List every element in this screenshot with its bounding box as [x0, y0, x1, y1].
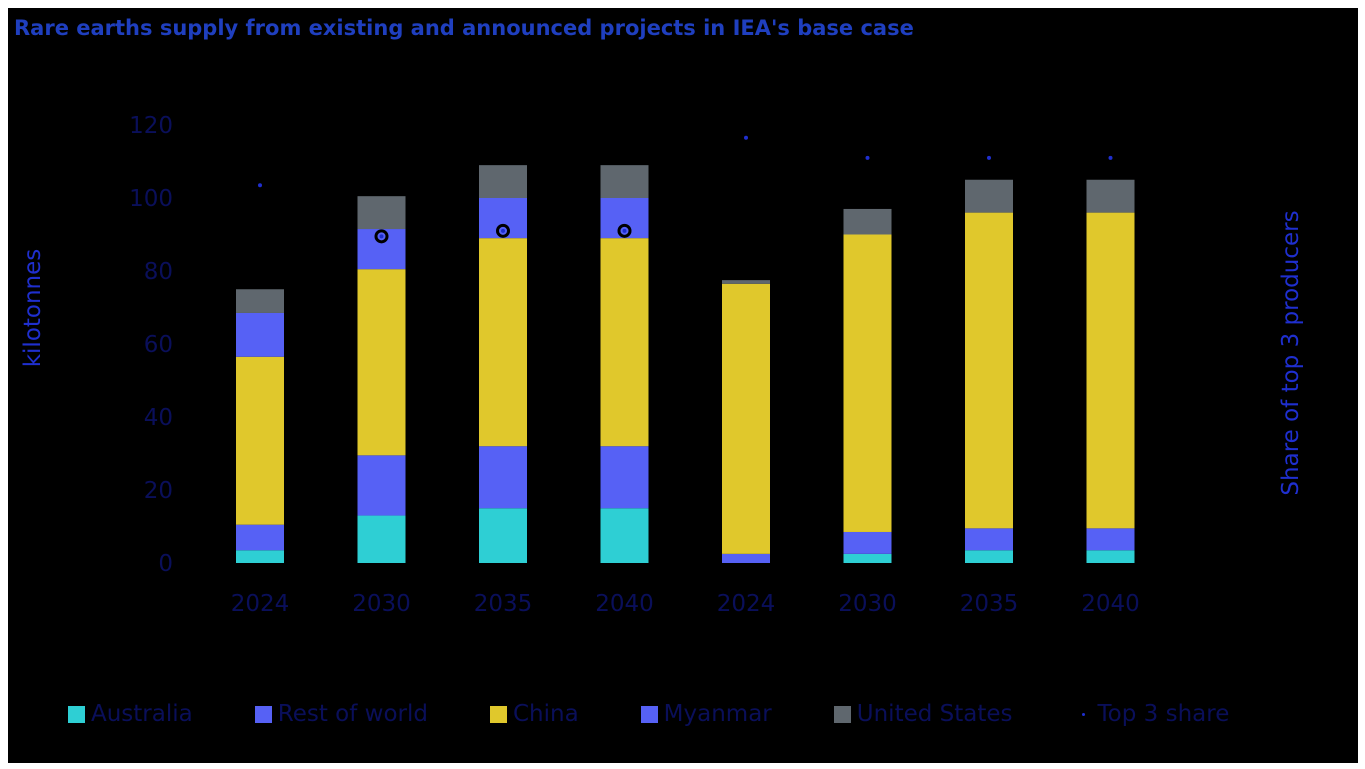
bar-segment-australia — [479, 508, 527, 563]
bar-segment-australia — [236, 550, 284, 563]
bar-segment-china — [1086, 212, 1135, 529]
y-axis-ticks: 0 20 40 60 80 100 120 — [129, 113, 173, 577]
x-axis-ticks: 2024 2030 2035 2040 2024 2030 2035 2040 — [231, 591, 1140, 617]
bar-segment-united-states — [965, 179, 1013, 213]
top3-circle-marker — [496, 223, 510, 238]
y-tick-label: 40 — [144, 405, 173, 431]
legend-item: Australia — [68, 701, 193, 727]
bars — [236, 165, 1135, 563]
y-axis-title: kilotonnes — [20, 249, 46, 368]
x-tick-label: 2030 — [838, 591, 897, 617]
legend-item: United States — [833, 701, 1013, 727]
legend-label: Top 3 share — [1097, 701, 1230, 727]
bar-segment-united-states — [843, 208, 892, 235]
top3-circle-marker — [374, 229, 389, 244]
bar-segment-australia — [600, 508, 649, 563]
x-tick-label: 2024 — [717, 591, 776, 617]
bar-segment-china — [965, 212, 1013, 529]
legend: Australia Rest of world China Myanmar United… — [68, 694, 1291, 734]
bar-segment-rest-of-world — [236, 524, 284, 551]
bar-segment-australia — [1086, 550, 1135, 563]
bar-segment-china — [843, 234, 892, 532]
bar-segment-china — [722, 283, 770, 554]
markers — [258, 135, 1113, 244]
bar-segment-china — [357, 269, 406, 456]
y-tick-label: 0 — [158, 551, 173, 577]
bar-segment-australia — [965, 550, 1013, 563]
bar-segment-rest-of-world — [357, 455, 406, 516]
y-tick-label: 60 — [144, 332, 173, 358]
x-tick-label: 2024 — [231, 591, 290, 617]
bar-segment-china — [236, 356, 284, 525]
legend-item: Top 3 share — [1075, 701, 1230, 727]
y-tick-label: 100 — [129, 186, 173, 212]
legend-swatch — [640, 705, 658, 723]
x-tick-label: 2035 — [474, 591, 533, 617]
legend-item: Myanmar — [640, 701, 772, 727]
top3-share-point — [258, 183, 262, 188]
legend-dot-icon — [1075, 706, 1092, 723]
bar-segment-rest-of-world — [843, 531, 892, 554]
bar-segment-rest-of-world — [1086, 528, 1135, 551]
legend-label: Myanmar — [663, 701, 772, 727]
legend-item: Rest of world — [254, 701, 428, 727]
bar-segment-australia — [357, 515, 406, 563]
legend-label: Australia — [91, 701, 193, 727]
bar-segment-china — [600, 238, 649, 447]
bar-segment-china — [479, 238, 527, 447]
legend-label: United States — [856, 701, 1013, 727]
bar-segment-myanmar — [236, 312, 284, 357]
bar-segment-united-states — [357, 196, 406, 230]
top3-circle-center — [501, 229, 505, 233]
bar-segment-united-states — [1086, 179, 1135, 213]
bar-segment-united-states — [600, 165, 649, 198]
bar-segment-united-states — [479, 165, 527, 198]
y-tick-label: 20 — [144, 478, 173, 504]
y2-axis-title: Share of top 3 producers — [1278, 210, 1304, 495]
top3-share-point — [1108, 155, 1113, 160]
legend-label: Rest of world — [277, 701, 428, 727]
y-tick-label: 120 — [129, 113, 173, 139]
top3-share-point — [865, 155, 870, 160]
bar-segment-rest-of-world — [722, 553, 770, 563]
bar-segment-australia — [843, 553, 892, 563]
bar-segment-rest-of-world — [600, 446, 649, 509]
chart-frame: Rare earths supply from existing and ann… — [8, 8, 1358, 763]
x-tick-label: 2040 — [595, 591, 654, 617]
legend-swatch — [254, 705, 272, 723]
x-tick-label: 2035 — [960, 591, 1019, 617]
top3-share-point — [744, 135, 748, 140]
legend-swatch — [833, 705, 851, 723]
chart-title: Rare earths supply from existing and ann… — [14, 16, 914, 40]
legend-item: China — [489, 701, 579, 727]
bar-segment-rest-of-world — [479, 446, 527, 509]
top3-circle-marker — [617, 223, 632, 238]
top3-share-point — [987, 155, 991, 160]
y-tick-label: 80 — [144, 259, 173, 285]
bar-segment-united-states — [722, 280, 770, 284]
x-tick-label: 2040 — [1081, 591, 1140, 617]
bar-segment-united-states — [236, 289, 284, 313]
legend-swatch — [68, 705, 85, 723]
x-tick-label: 2030 — [352, 591, 411, 617]
legend-swatch — [489, 705, 507, 723]
top3-circle-center — [623, 229, 626, 233]
legend-label: China — [512, 701, 579, 727]
bar-segment-rest-of-world — [965, 528, 1013, 551]
top3-circle-center — [380, 234, 383, 238]
